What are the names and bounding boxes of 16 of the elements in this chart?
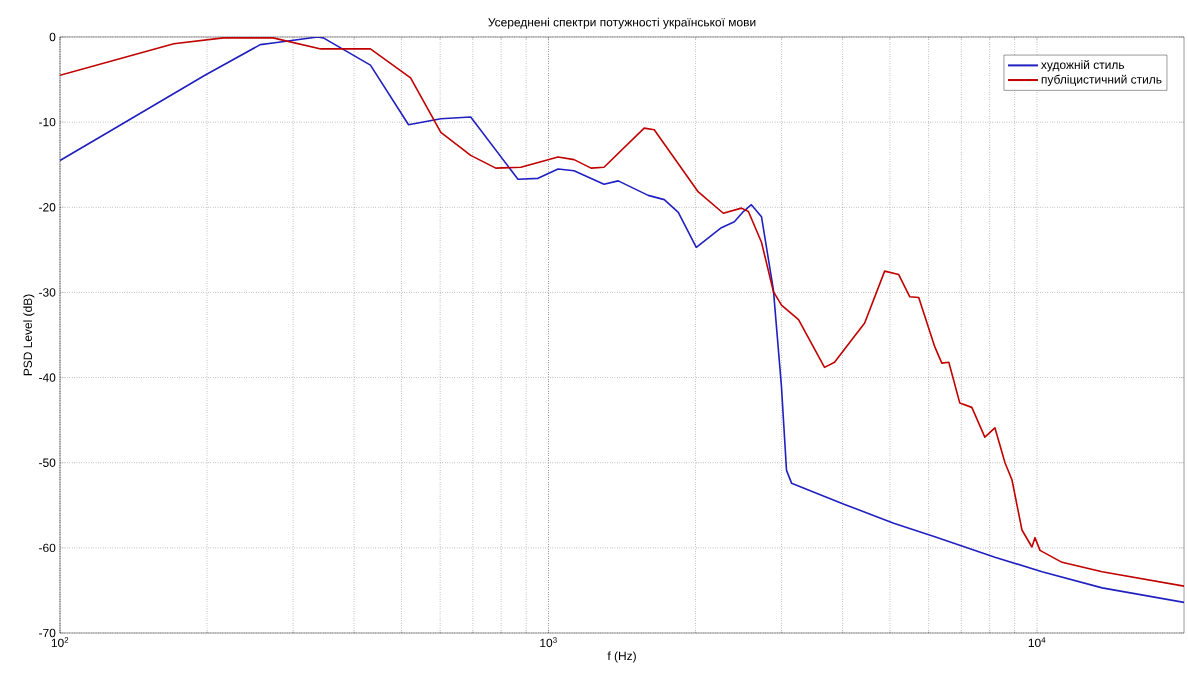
y-tick-label: -40 <box>39 373 56 382</box>
x-axis-title: f (Hz) <box>607 651 636 663</box>
x-tick-label: 10$^{3}$ <box>540 637 557 648</box>
legend-label: публіцистичний стиль <box>1041 74 1162 87</box>
x-tick-label: 10$^{2}$ <box>51 637 69 648</box>
y-tick-label: -20 <box>39 203 56 212</box>
y-tick-label: -30 <box>39 288 56 297</box>
y-tick-label: 0 <box>49 32 56 42</box>
y-tick-label: -70 <box>39 628 56 638</box>
legend-label: художній стиль <box>1041 60 1125 72</box>
y-tick-label: -60 <box>39 543 56 553</box>
chart-title: Усереднені спектри потужності української мови <box>488 17 756 29</box>
y-axis-title: PSD Level (dB) <box>23 294 35 376</box>
y-tick-label: -50 <box>39 458 56 467</box>
x-tick-label: 10$^{4}$ <box>1028 637 1046 648</box>
y-tick-label: -10 <box>39 117 56 127</box>
